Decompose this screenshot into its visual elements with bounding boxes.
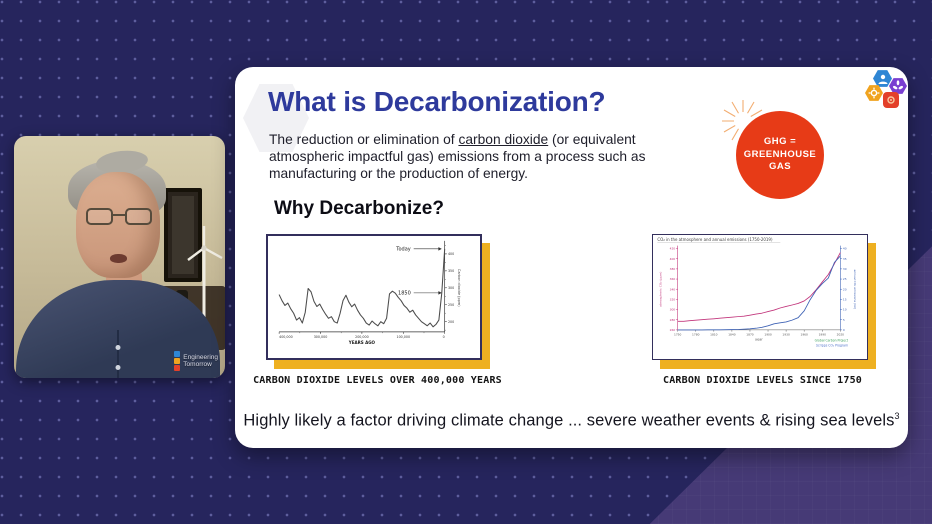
svg-text:420: 420 bbox=[670, 247, 676, 251]
svg-text:1780: 1780 bbox=[692, 332, 700, 336]
svg-text:280: 280 bbox=[670, 318, 676, 322]
chart-co2-since-1750: 260 280 300 320 340 360 380 400 420 0 5 10 15 20 25 30 3… bbox=[652, 234, 868, 360]
svg-text:260: 260 bbox=[670, 328, 676, 332]
why-decarbonize-heading: Why Decarbonize? bbox=[274, 198, 444, 219]
person-face bbox=[76, 172, 160, 278]
svg-text:Today: Today bbox=[395, 246, 411, 252]
turbine-hexagon-icon bbox=[889, 78, 907, 94]
svg-text:100,000: 100,000 bbox=[397, 335, 411, 339]
svg-text:0: 0 bbox=[843, 328, 845, 332]
ghg-line1: GHG = bbox=[763, 136, 797, 148]
chart-co2-400k-svg: 200 250 300 350 400 400,000 300,000 200,000 100,… bbox=[278, 240, 461, 345]
svg-text:40: 40 bbox=[843, 247, 847, 251]
svg-text:400: 400 bbox=[670, 257, 676, 261]
camera-badge-icon bbox=[883, 92, 899, 108]
ghg-greenhouse-gas-badge: GHG = GREENHOUSE GAS bbox=[736, 111, 824, 199]
climate-impact-note: Highly likely a factor driving climate c… bbox=[235, 411, 908, 431]
svg-text:400: 400 bbox=[448, 252, 454, 256]
svg-text:1990: 1990 bbox=[819, 332, 827, 336]
starburst-icon bbox=[722, 100, 763, 141]
svg-text:1870: 1870 bbox=[746, 332, 754, 336]
engineering-tomorrow-logo-icon bbox=[174, 351, 181, 371]
svg-text:300,000: 300,000 bbox=[314, 335, 328, 339]
svg-text:400,000: 400,000 bbox=[279, 335, 293, 339]
svg-text:360: 360 bbox=[670, 277, 676, 281]
person-hexagon-icon bbox=[873, 70, 892, 87]
webcam-video-tile[interactable]: Engineering Tomorrow bbox=[14, 136, 225, 378]
svg-text:350: 350 bbox=[448, 269, 454, 273]
eyeglasses bbox=[86, 208, 152, 226]
svg-text:2020: 2020 bbox=[837, 332, 845, 336]
svg-text:200,000: 200,000 bbox=[355, 335, 369, 339]
svg-text:340: 340 bbox=[670, 287, 676, 291]
gear-hexagon-icon bbox=[865, 85, 883, 101]
wall-picture-frame bbox=[164, 188, 202, 282]
svg-text:Global Carbon Project: Global Carbon Project bbox=[815, 339, 849, 343]
presentation-slide: What is Decarbonization? The reduction o… bbox=[235, 67, 908, 448]
ghg-line3: GAS bbox=[768, 161, 792, 173]
ghg-badge-group: GHG = GREENHOUSE GAS bbox=[722, 100, 824, 199]
svg-text:5: 5 bbox=[843, 318, 845, 322]
svg-text:15: 15 bbox=[843, 297, 847, 301]
definition-paragraph: The reduction or elimination of carbon d… bbox=[269, 131, 669, 182]
svg-text:1900: 1900 bbox=[764, 332, 772, 336]
svg-text:25: 25 bbox=[843, 277, 847, 281]
svg-text:30: 30 bbox=[843, 267, 847, 271]
caption-co2-400k: CARBON DIOXIDE LEVELS OVER 400,000 YEARS bbox=[253, 375, 502, 386]
svg-text:year: year bbox=[755, 338, 763, 342]
carbon-dioxide-underlined-term: carbon dioxide bbox=[458, 132, 549, 147]
svg-text:1810: 1810 bbox=[710, 332, 718, 336]
footnote-marker: 3 bbox=[894, 411, 900, 421]
svg-text:1750: 1750 bbox=[674, 332, 682, 336]
svg-text:Carbon dioxide (ppm): Carbon dioxide (ppm) bbox=[457, 269, 461, 307]
caption-co2-1750: CARBON DIOXIDE LEVELS SINCE 1750 bbox=[662, 375, 863, 386]
engineering-tomorrow-watermark: Engineering Tomorrow bbox=[174, 351, 218, 371]
svg-text:YEARS AGO: YEARS AGO bbox=[348, 340, 376, 345]
svg-text:35: 35 bbox=[843, 257, 847, 261]
definition-pre: The reduction or elimination of bbox=[269, 132, 459, 147]
person-mouth bbox=[110, 254, 127, 263]
chart-co2-1750-svg: 260 280 300 320 340 360 380 400 420 0 5 10 15 20 25 30 3… bbox=[657, 237, 857, 348]
chart-co2-400k-years: 200 250 300 350 400 400,000 300,000 200,000 100,… bbox=[266, 234, 482, 360]
slide-title: What is Decarbonization? bbox=[268, 86, 606, 117]
svg-text:380: 380 bbox=[670, 267, 676, 271]
watermark-line2: Tomorrow bbox=[183, 361, 212, 368]
svg-text:20: 20 bbox=[843, 287, 847, 291]
svg-text:CO₂ in the atmosphere and annu: CO₂ in the atmosphere and annual emissio… bbox=[657, 237, 773, 242]
svg-text:1840: 1840 bbox=[728, 332, 736, 336]
definition-post: (or equivalent atmospheric impactful gas… bbox=[269, 132, 646, 182]
svg-text:1850: 1850 bbox=[398, 290, 411, 296]
watermark-line1: Engineering bbox=[183, 353, 218, 361]
svg-text:atmospheric CO₂ (ppm): atmospheric CO₂ (ppm) bbox=[659, 272, 663, 307]
svg-text:0: 0 bbox=[443, 335, 445, 339]
svg-text:300: 300 bbox=[670, 308, 676, 312]
svg-text:10: 10 bbox=[843, 308, 847, 312]
ghg-line2: GREENHOUSE bbox=[743, 148, 817, 160]
svg-text:1930: 1930 bbox=[782, 332, 790, 336]
svg-text:200: 200 bbox=[448, 320, 454, 324]
svg-text:Scripps CO₂ Program: Scripps CO₂ Program bbox=[816, 343, 848, 347]
svg-text:250: 250 bbox=[448, 303, 454, 307]
svg-text:1960: 1960 bbox=[801, 332, 809, 336]
svg-text:300: 300 bbox=[448, 286, 454, 290]
svg-text:320: 320 bbox=[670, 297, 676, 301]
svg-text:annual CO₂ emissions (Gt): annual CO₂ emissions (Gt) bbox=[853, 270, 857, 309]
climate-impact-text: Highly likely a factor driving climate c… bbox=[243, 411, 895, 430]
slide-logo-cluster bbox=[864, 69, 912, 115]
